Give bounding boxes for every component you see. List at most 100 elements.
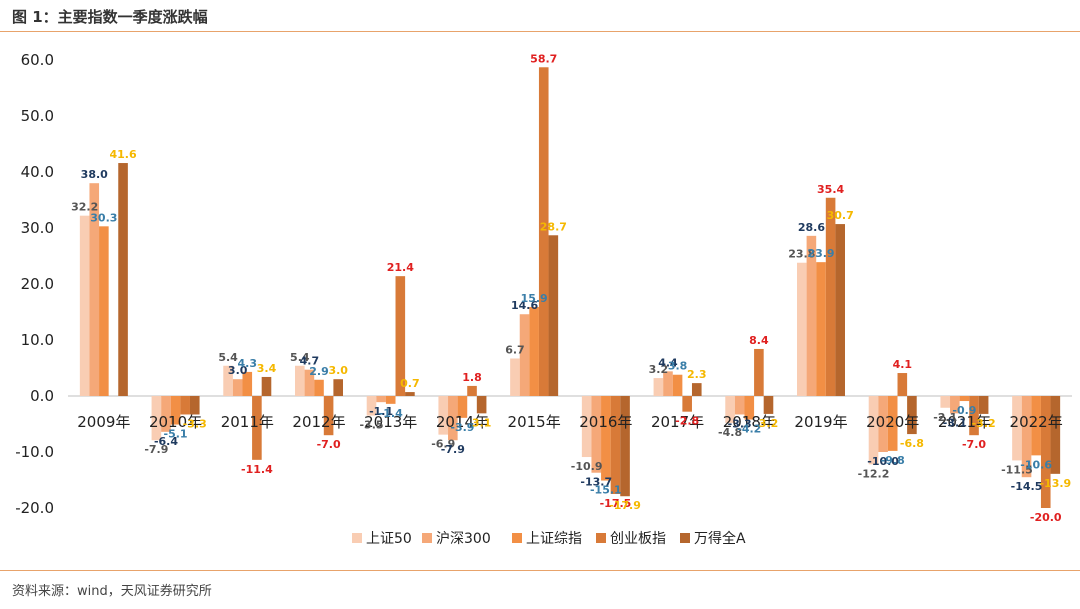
bar-10-4 bbox=[835, 224, 845, 396]
data-label: -1.1 bbox=[369, 405, 393, 418]
x-category-label: 2009年 bbox=[77, 413, 130, 431]
bar-0-1 bbox=[89, 183, 100, 396]
data-label: 3.2 bbox=[759, 417, 779, 430]
data-label: 58.7 bbox=[530, 52, 557, 65]
data-label: -20.0 bbox=[1030, 511, 1062, 524]
x-category-label: 2021年 bbox=[938, 413, 991, 431]
x-category-label: 2014年 bbox=[436, 413, 489, 431]
bar-0-2 bbox=[99, 226, 109, 396]
y-tick-label: 40.0 bbox=[21, 163, 54, 181]
bar-13-4 bbox=[1050, 396, 1061, 474]
bar-4-3 bbox=[395, 276, 406, 396]
bar-5-4 bbox=[476, 396, 487, 414]
x-category-label: 2018年 bbox=[723, 413, 776, 431]
data-label: 2.9 bbox=[309, 365, 329, 378]
bar-4-2 bbox=[385, 396, 396, 404]
legend-swatch bbox=[596, 533, 606, 543]
bar-13-3 bbox=[1040, 396, 1051, 508]
x-category-label: 2013年 bbox=[364, 413, 417, 431]
data-label: -7.9 bbox=[441, 443, 465, 456]
x-category-label: 2015年 bbox=[508, 413, 561, 431]
bar-2-4 bbox=[261, 376, 272, 396]
bar-5-1 bbox=[448, 396, 458, 441]
data-label: -6.4 bbox=[154, 435, 178, 448]
bar-12-3 bbox=[969, 396, 979, 436]
y-tick-label: 30.0 bbox=[21, 219, 54, 237]
bar-9-0 bbox=[725, 396, 735, 423]
data-label: -7.9 bbox=[144, 443, 168, 456]
x-category-label: 2017年 bbox=[651, 413, 704, 431]
data-label: -4.2 bbox=[737, 423, 761, 436]
data-label: 3.0 bbox=[328, 364, 348, 377]
bar-9-1 bbox=[734, 396, 745, 415]
data-label: 38.0 bbox=[81, 168, 108, 181]
bar-9-2 bbox=[744, 396, 755, 420]
data-label: 4.1 bbox=[893, 358, 913, 371]
data-label: -15.1 bbox=[590, 484, 622, 497]
legend-swatch bbox=[512, 533, 522, 543]
data-label: 30.7 bbox=[827, 209, 854, 222]
bar-3-0 bbox=[295, 365, 305, 396]
data-label: 23.9 bbox=[807, 247, 834, 260]
data-label: -7.0 bbox=[962, 438, 986, 451]
data-label: -12.2 bbox=[858, 467, 890, 480]
y-tick-label: -20.0 bbox=[15, 499, 54, 517]
bar-5-0 bbox=[438, 396, 449, 435]
source-note: 资料来源：wind，天风证券研究所 bbox=[12, 584, 212, 599]
bar-6-2 bbox=[529, 306, 539, 396]
legend-label: 上证50 bbox=[366, 531, 412, 547]
x-category-label: 2016年 bbox=[579, 413, 632, 431]
data-label: 5.4 bbox=[218, 351, 238, 364]
bar-1-4 bbox=[189, 396, 200, 415]
data-label: -3.9 bbox=[450, 421, 474, 434]
bar-11-1 bbox=[878, 396, 888, 452]
data-label: 0.7 bbox=[400, 377, 420, 390]
bar-5-3 bbox=[467, 385, 477, 396]
bar-12-4 bbox=[978, 396, 989, 414]
data-label: -9.8 bbox=[881, 454, 905, 467]
bar-7-2 bbox=[601, 396, 611, 481]
data-label: -2.8 bbox=[675, 415, 699, 428]
data-label: 4.3 bbox=[238, 357, 258, 370]
data-label: 4.7 bbox=[300, 355, 320, 368]
bar-7-1 bbox=[591, 396, 602, 473]
data-label: -10.9 bbox=[571, 460, 603, 473]
bar-chart: 60.0 50.0 40.0 30.0 20.0 10.0 0.0 -10.0 -20.0 20… bbox=[15, 51, 1072, 547]
data-label: 2.3 bbox=[687, 368, 707, 381]
data-label: -1.4 bbox=[379, 407, 403, 420]
data-label: 1.8 bbox=[462, 371, 482, 384]
bar-6-1 bbox=[519, 314, 530, 396]
legend-swatch bbox=[422, 533, 432, 543]
bar-11-4 bbox=[907, 396, 917, 435]
bar-7-3 bbox=[610, 396, 621, 494]
data-label: -0.9 bbox=[952, 404, 976, 417]
data-label: 28.6 bbox=[798, 221, 825, 234]
bar-1-3 bbox=[180, 396, 190, 415]
data-label: 35.4 bbox=[817, 183, 844, 196]
data-label: 15.9 bbox=[521, 292, 548, 305]
bar-2-0 bbox=[223, 365, 233, 396]
bar-13-0 bbox=[1012, 396, 1022, 461]
bar-6-4 bbox=[548, 235, 559, 396]
data-label: -7.0 bbox=[317, 438, 341, 451]
data-label: 4.4 bbox=[658, 356, 678, 369]
y-tick-label: 50.0 bbox=[21, 107, 54, 125]
data-label: 23.8 bbox=[788, 248, 815, 261]
x-category-label: 2010年 bbox=[149, 413, 202, 431]
bar-1-0 bbox=[151, 396, 162, 441]
bar-3-1 bbox=[304, 369, 315, 396]
bar-8-2 bbox=[672, 374, 683, 396]
bar-13-2 bbox=[1031, 396, 1041, 456]
data-label: -2.1 bbox=[933, 411, 957, 424]
bar-7-0 bbox=[581, 396, 592, 458]
chart-title: 图 1：主要指数一季度涨跌幅 bbox=[12, 8, 208, 26]
data-label: -10.0 bbox=[867, 455, 899, 468]
data-label: 21.4 bbox=[387, 261, 414, 274]
bar-2-1 bbox=[232, 379, 243, 396]
legend-label: 创业板指 bbox=[610, 531, 666, 547]
data-label: -3.2 bbox=[972, 417, 996, 430]
data-labels: 32.238.030.341.6-7.9-6.4-5.1-3.35.43.04.… bbox=[71, 52, 1071, 524]
bar-3-2 bbox=[314, 379, 324, 396]
data-label: 5.4 bbox=[290, 351, 310, 364]
x-category-label: 2019年 bbox=[794, 413, 847, 431]
